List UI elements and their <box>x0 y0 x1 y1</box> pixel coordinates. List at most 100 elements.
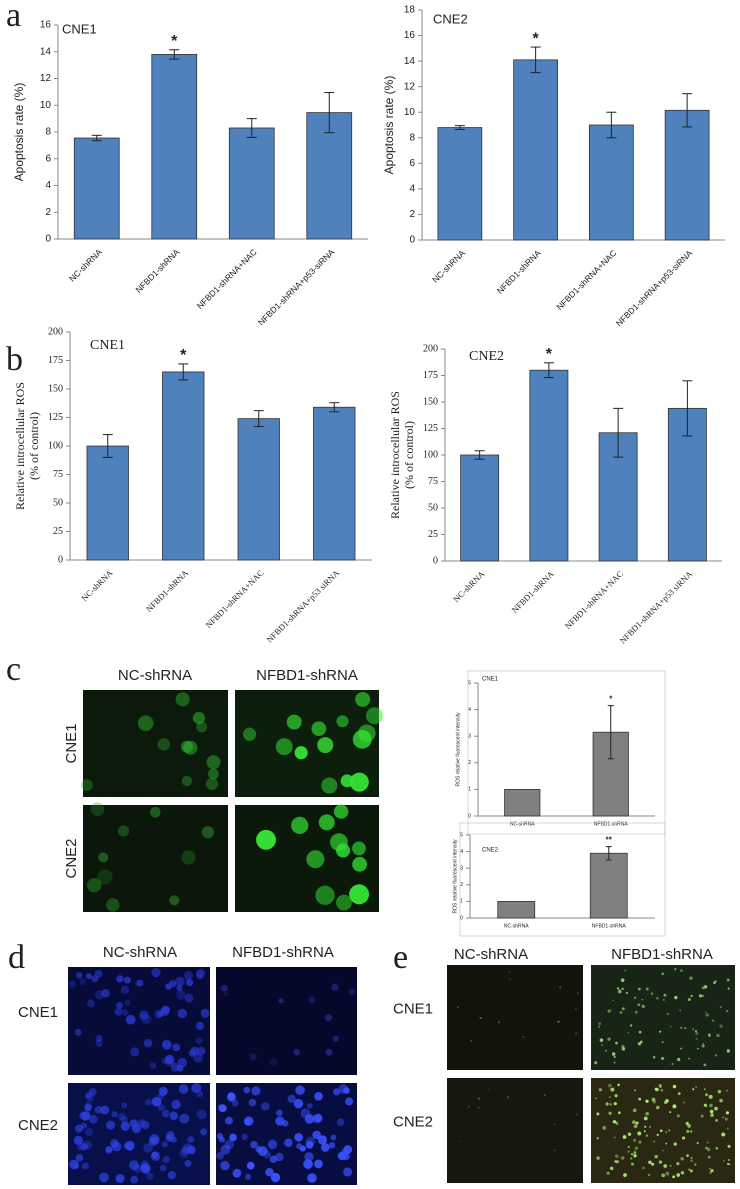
cell <box>637 1003 641 1007</box>
cell <box>195 1037 203 1045</box>
error-bar <box>178 363 189 381</box>
cell <box>477 1106 480 1109</box>
cell <box>196 1109 207 1120</box>
cell <box>315 885 335 906</box>
cell <box>726 1127 729 1130</box>
y-tick-label: 2 <box>468 760 471 766</box>
bar <box>313 406 356 561</box>
cell <box>100 1105 110 1115</box>
cell <box>680 1047 683 1050</box>
cell <box>662 999 665 1001</box>
cell <box>200 1128 208 1136</box>
cell <box>597 1025 601 1028</box>
cell <box>669 1111 672 1114</box>
cell <box>724 1117 728 1121</box>
cell <box>287 1094 296 1104</box>
cell <box>615 1041 618 1045</box>
y-tick-label: 0 <box>58 554 63 565</box>
y-tick-label: 14 <box>40 46 52 57</box>
cell <box>612 999 615 1002</box>
cell <box>303 1159 313 1169</box>
cell <box>690 994 693 998</box>
cell <box>184 993 194 1003</box>
cell <box>575 1032 578 1035</box>
cell <box>196 1046 206 1056</box>
y-tick-label: 100 <box>48 440 63 451</box>
cell <box>618 989 622 994</box>
cell <box>124 999 131 1006</box>
bar <box>664 109 710 241</box>
cell <box>162 1039 172 1050</box>
cell <box>608 1111 612 1116</box>
cell <box>116 975 124 983</box>
micrograph <box>83 690 228 797</box>
bar <box>497 901 536 919</box>
cell <box>459 1140 462 1143</box>
error-bar <box>606 111 617 139</box>
cell <box>643 1130 646 1133</box>
cell <box>192 711 206 725</box>
cell <box>186 1145 196 1155</box>
cell <box>658 1160 663 1164</box>
cell <box>615 1122 619 1125</box>
y-tick-label: 4 <box>409 184 415 195</box>
cell <box>76 972 83 979</box>
cell <box>151 1151 159 1159</box>
cell <box>85 1127 94 1136</box>
cell <box>123 976 131 984</box>
cell <box>159 1164 167 1172</box>
cell <box>709 1103 713 1108</box>
cell <box>648 1160 652 1165</box>
cell <box>684 1026 687 1030</box>
cell <box>143 1038 153 1048</box>
cell <box>188 1049 197 1057</box>
cell <box>634 1010 638 1014</box>
cell <box>645 1111 649 1116</box>
row-label: CNE1 <box>18 1004 58 1021</box>
cell <box>477 1097 481 1100</box>
cell <box>325 1048 333 1056</box>
cell <box>185 978 194 987</box>
cell <box>703 1063 707 1067</box>
cell <box>668 1129 671 1132</box>
cell <box>543 1094 546 1097</box>
cell <box>705 1011 707 1014</box>
cell <box>157 738 171 751</box>
y-tick-label: 200 <box>48 326 63 337</box>
cell <box>244 1173 252 1181</box>
x-tick-label: NFBD1-shRNA+NAC <box>203 567 265 629</box>
cell <box>650 992 654 995</box>
cell <box>157 1093 164 1100</box>
cell <box>709 1167 711 1170</box>
error-bar <box>253 410 264 428</box>
bar <box>162 371 205 561</box>
panel-letter: d <box>8 939 25 976</box>
cell <box>698 994 703 998</box>
cell <box>689 976 693 980</box>
cell <box>613 1055 616 1059</box>
cell <box>672 1175 676 1179</box>
cell <box>269 1058 278 1066</box>
cell <box>79 1111 88 1120</box>
cell <box>306 1102 313 1109</box>
cell <box>680 1171 685 1175</box>
x-tick-label: NFBD1-shRNA+p53-siRNA <box>614 248 695 329</box>
cell <box>659 1129 663 1133</box>
cell <box>690 1170 693 1173</box>
cell <box>117 825 130 837</box>
cell <box>328 1141 336 1149</box>
cell <box>195 968 206 979</box>
chart-title: CNE1 <box>482 677 499 683</box>
cell <box>181 850 196 865</box>
cell <box>594 1097 597 1100</box>
cell <box>81 779 93 792</box>
cell <box>608 1111 611 1115</box>
cell <box>220 1144 231 1155</box>
cell <box>176 990 186 1000</box>
cell <box>715 1147 719 1150</box>
y-tick-label: 50 <box>428 502 438 513</box>
cell <box>613 1061 616 1064</box>
cell <box>87 878 102 893</box>
y-tick-label: 0 <box>460 915 463 921</box>
cell <box>610 1087 615 1092</box>
